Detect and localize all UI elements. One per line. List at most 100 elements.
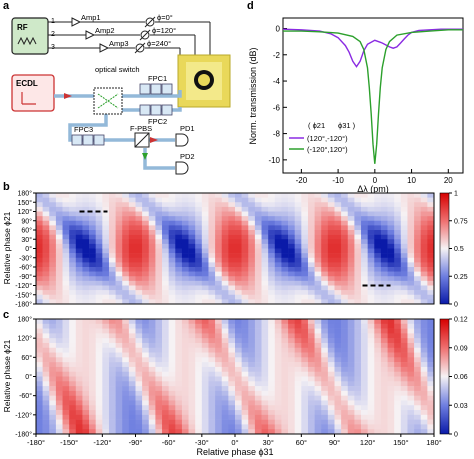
heat-cell	[62, 371, 70, 377]
heat-cell	[327, 197, 335, 203]
heat-cell	[128, 429, 136, 435]
heat-cell	[115, 276, 123, 282]
heat-cell	[82, 414, 90, 420]
heat-cell	[380, 357, 388, 363]
heat-cell	[241, 257, 249, 263]
heat-cell	[268, 338, 276, 344]
heat-cell	[188, 239, 196, 245]
heat-cell	[148, 347, 156, 353]
heat-cell	[221, 390, 229, 396]
heat-cell	[95, 381, 103, 387]
heat-cell	[55, 206, 63, 212]
heat-cell	[49, 299, 57, 305]
heat-cell	[155, 347, 163, 353]
heat-cell	[321, 366, 329, 373]
heat-cell	[321, 333, 329, 339]
heat-cell	[89, 386, 96, 392]
heat-cell	[261, 429, 269, 435]
heat-cell	[228, 410, 236, 416]
heat-cell	[334, 202, 342, 208]
heat-cell	[181, 234, 189, 240]
heat-cell	[288, 299, 295, 305]
heat-cell	[215, 234, 223, 240]
heat-cell	[95, 239, 103, 245]
heat-cell	[188, 280, 196, 286]
heat-cell	[69, 338, 77, 344]
heat-cell	[208, 239, 216, 245]
heat-cell	[75, 285, 83, 291]
heat-cell	[248, 290, 256, 296]
heat-cell	[241, 248, 249, 254]
heat-cell	[49, 376, 57, 382]
heat-cell	[228, 376, 236, 382]
heat-cell	[387, 206, 395, 212]
heat-cell	[95, 285, 103, 291]
heat-cell	[162, 333, 169, 339]
heat-cell	[168, 197, 176, 203]
heat-cell	[36, 371, 43, 377]
heat-cell	[115, 290, 123, 296]
heat-cell	[254, 400, 262, 406]
heat-cell	[354, 400, 362, 406]
heat-cell	[49, 347, 57, 353]
heat-cell	[208, 206, 216, 212]
heat-cell	[75, 299, 83, 305]
heat-cell	[268, 323, 276, 329]
heat-cell	[75, 206, 83, 212]
heat-cell	[168, 276, 176, 282]
heat-cell	[420, 381, 428, 387]
heat-cell	[62, 299, 70, 305]
heat-cell	[354, 366, 362, 373]
heat-cell	[175, 424, 183, 430]
heat-cell	[181, 285, 189, 291]
heat-cell	[69, 262, 77, 268]
heat-cell	[261, 211, 269, 217]
heat-cell	[175, 239, 183, 245]
heat-cell	[69, 193, 77, 198]
heat-cell	[361, 323, 368, 329]
heat-cell	[347, 262, 355, 268]
heat-cell	[334, 429, 342, 435]
heat-cell	[307, 381, 315, 387]
heat-cell	[268, 371, 276, 377]
heat-cell	[235, 419, 242, 425]
heat-cell	[394, 234, 402, 240]
heat-cell	[55, 299, 63, 305]
heat-cell	[288, 253, 295, 259]
heat-cell	[75, 220, 83, 226]
heat-cell	[427, 220, 435, 226]
heat-cell	[327, 376, 335, 382]
heat-cell	[241, 376, 249, 382]
heat-cell	[168, 243, 176, 249]
heat-cell	[235, 271, 242, 277]
heat-cell	[327, 290, 335, 296]
heat-cell	[122, 405, 130, 411]
heat-cell	[301, 347, 309, 353]
heat-cell	[188, 381, 196, 387]
heat-cell	[162, 271, 169, 277]
heat-cell	[142, 239, 150, 245]
heat-cell	[42, 381, 50, 387]
heat-cell	[162, 366, 169, 373]
heat-cell	[301, 419, 309, 425]
heat-cell	[115, 381, 123, 387]
heat-cell	[248, 271, 256, 277]
heat-cell	[235, 319, 242, 325]
heat-cell	[374, 424, 382, 430]
heat-cell	[241, 202, 249, 208]
heat-cell	[221, 257, 229, 263]
heat-cell	[188, 371, 196, 377]
heat-cell	[314, 257, 322, 263]
heat-cell	[228, 429, 236, 435]
heat-cell	[321, 400, 329, 406]
heat-cell	[354, 390, 362, 396]
heat-cell	[108, 206, 116, 212]
heat-cell	[314, 357, 322, 363]
heat-cell	[307, 371, 315, 377]
hm-ytick-label: -60°	[19, 264, 32, 272]
heat-cell	[321, 328, 329, 334]
heat-cell	[400, 253, 408, 259]
heat-cell	[175, 271, 183, 277]
heat-cell	[69, 243, 77, 249]
